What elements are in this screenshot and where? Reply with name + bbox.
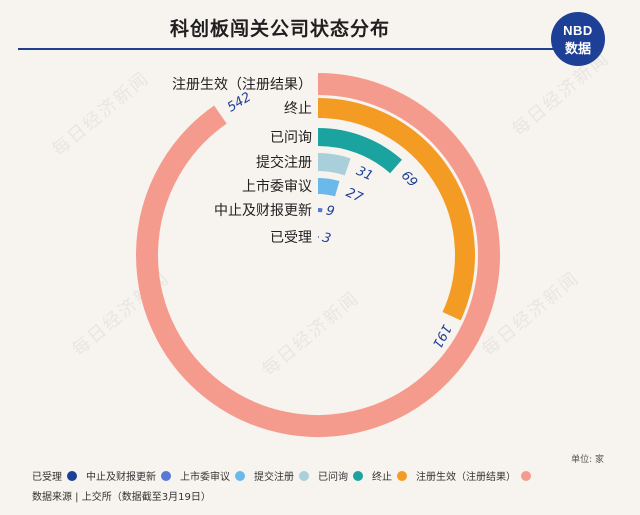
logo-text-data: 数据 [564, 41, 591, 56]
category-label: 提交注册 [256, 154, 312, 171]
legend-swatch [299, 470, 309, 481]
legend-item: 上市委审议 [180, 468, 245, 483]
legend-label: 中止及财报更新 [86, 472, 156, 483]
logo-text-nbd: NBD [563, 23, 593, 38]
nbd-logo: NBD 数据 [551, 12, 605, 66]
category-label: 上市委审议 [242, 178, 312, 195]
bar-arc [317, 98, 475, 321]
value-label: 542 [225, 90, 254, 116]
category-label: 终止 [284, 101, 312, 117]
legend-label: 已受理 [32, 472, 62, 483]
value-label: 9 [325, 203, 336, 219]
legend-item: 已问询 [318, 468, 363, 483]
legend-swatch [353, 470, 363, 481]
legend-swatch [397, 470, 407, 481]
legend-label: 终止 [372, 472, 392, 483]
legend-label: 上市委审议 [180, 472, 230, 483]
legend-swatch [67, 470, 77, 481]
legend-item: 提交注册 [254, 468, 309, 483]
value-label: 27 [344, 185, 366, 206]
chart-legend: 已受理 中止及财报更新 上市委审议 提交注册 已问询 终止 注册生效（注册结果） [32, 468, 540, 483]
category-label: 已问询 [270, 130, 312, 146]
legend-swatch [161, 470, 171, 481]
category-label: 注册生效（注册结果） [172, 77, 312, 93]
legend-label: 已问询 [318, 472, 348, 483]
legend-label: 注册生效（注册结果） [416, 472, 516, 483]
category-label: 中止及财报更新 [214, 203, 312, 219]
bar-arc [317, 178, 340, 197]
legend-label: 提交注册 [254, 472, 294, 483]
value-label: 3 [321, 230, 333, 247]
legend-item: 终止 [372, 468, 407, 483]
data-source: 数据来源 | 上交所（数据截至3月19日） [32, 492, 211, 503]
chart-title: 科创板闯关公司状态分布 [169, 18, 390, 40]
legend-swatch [521, 470, 531, 481]
legend-item: 注册生效（注册结果） [416, 468, 531, 483]
category-label: 已受理 [270, 230, 312, 246]
value-label: 69 [398, 168, 420, 190]
bar-arc [317, 128, 402, 174]
unit-note: 单位: 家 [571, 455, 604, 465]
legend-swatch [235, 470, 245, 481]
legend-item: 中止及财报更新 [86, 468, 171, 483]
bar-arc [136, 73, 500, 437]
legend-item: 已受理 [32, 468, 77, 483]
title-rule [18, 48, 556, 50]
value-label: 31 [354, 164, 375, 185]
bar-arc [317, 153, 351, 176]
